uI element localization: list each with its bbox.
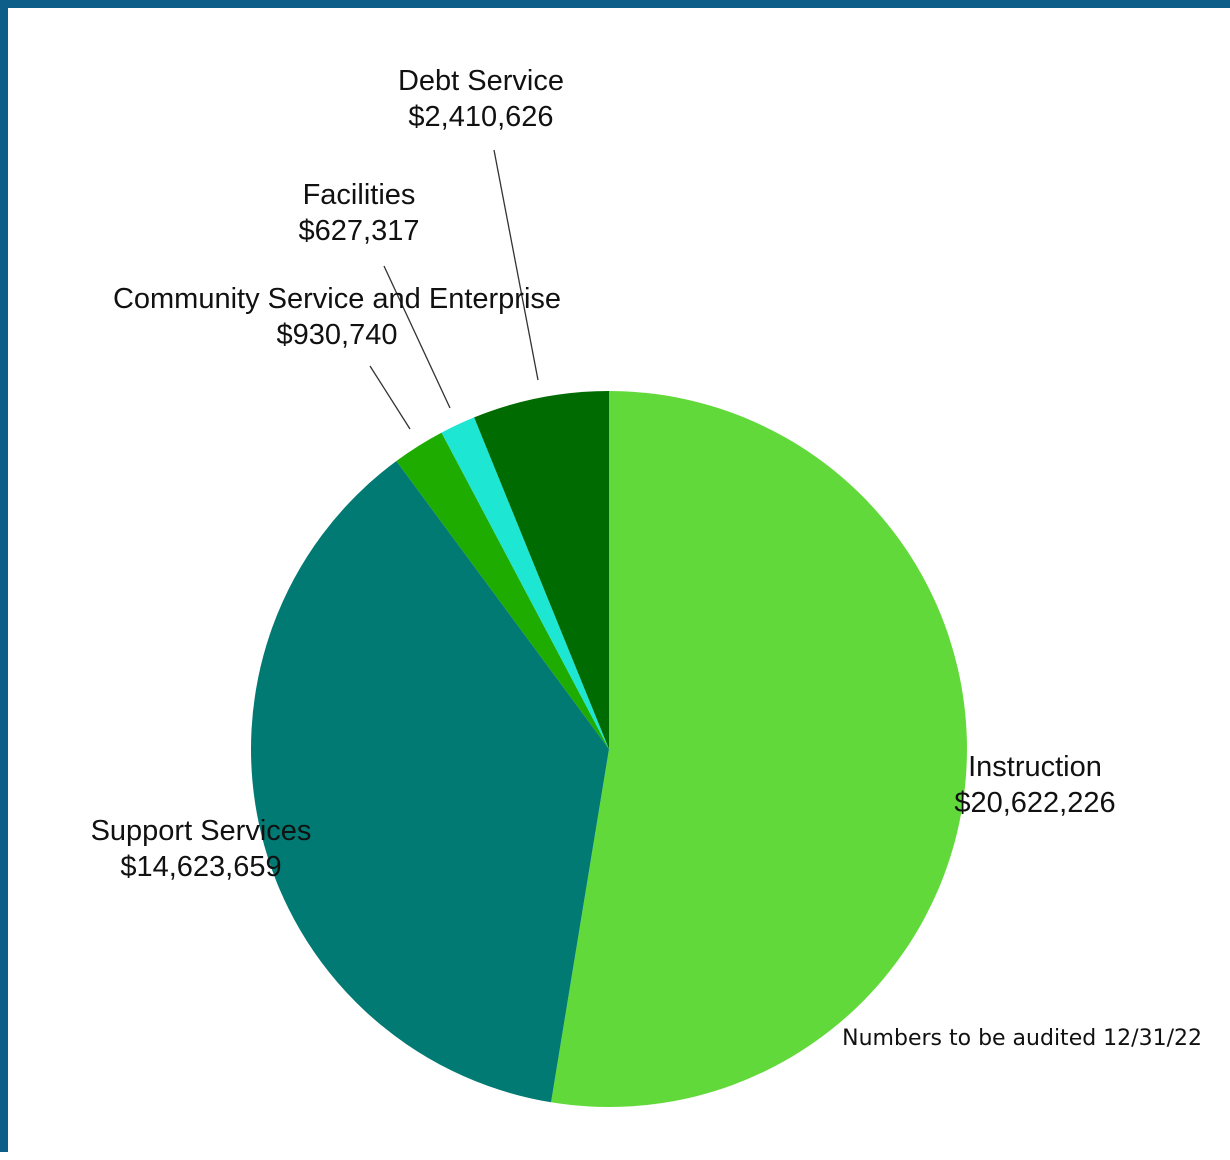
- slice-label-debt-service: Debt Service: [398, 65, 564, 97]
- leader-line-community-service-and-enterprise: [369, 365, 411, 430]
- pie-slice-facilities: [441, 417, 609, 749]
- leader-line-facilities: [383, 265, 451, 409]
- slice-value-facilities: $627,317: [299, 215, 420, 247]
- pie-chart: Instruction $20,622,226 Support Services $1…: [91, 65, 1116, 1107]
- slice-value-community-service-and-enterprise: $930,740: [277, 319, 398, 351]
- slice-label-community-service-and-enterprise: Community Service and Enterprise: [113, 283, 561, 315]
- pie-slice-debt-service: [474, 391, 609, 749]
- slice-value-instruction: $20,622,226: [954, 787, 1115, 819]
- slice-label-facilities: Facilities: [303, 179, 416, 211]
- pie-slice-support-services: [250, 460, 609, 1103]
- slice-labels: Instruction $20,622,226 Support Services $1…: [91, 65, 1116, 883]
- leader-lines: [369, 149, 539, 430]
- pie-slices: [250, 391, 967, 1107]
- pie-slice-instruction: [551, 391, 967, 1107]
- audit-footnote: Numbers to be audited 12/31/22: [842, 1026, 1202, 1051]
- slice-value-support-services: $14,623,659: [120, 851, 281, 883]
- leader-line-debt-service: [493, 149, 539, 381]
- pie-slice-community-service-and-enterprise: [396, 432, 609, 749]
- slice-label-instruction: Instruction: [968, 751, 1102, 783]
- slice-label-support-services: Support Services: [91, 815, 312, 847]
- slice-value-debt-service: $2,410,626: [408, 101, 553, 133]
